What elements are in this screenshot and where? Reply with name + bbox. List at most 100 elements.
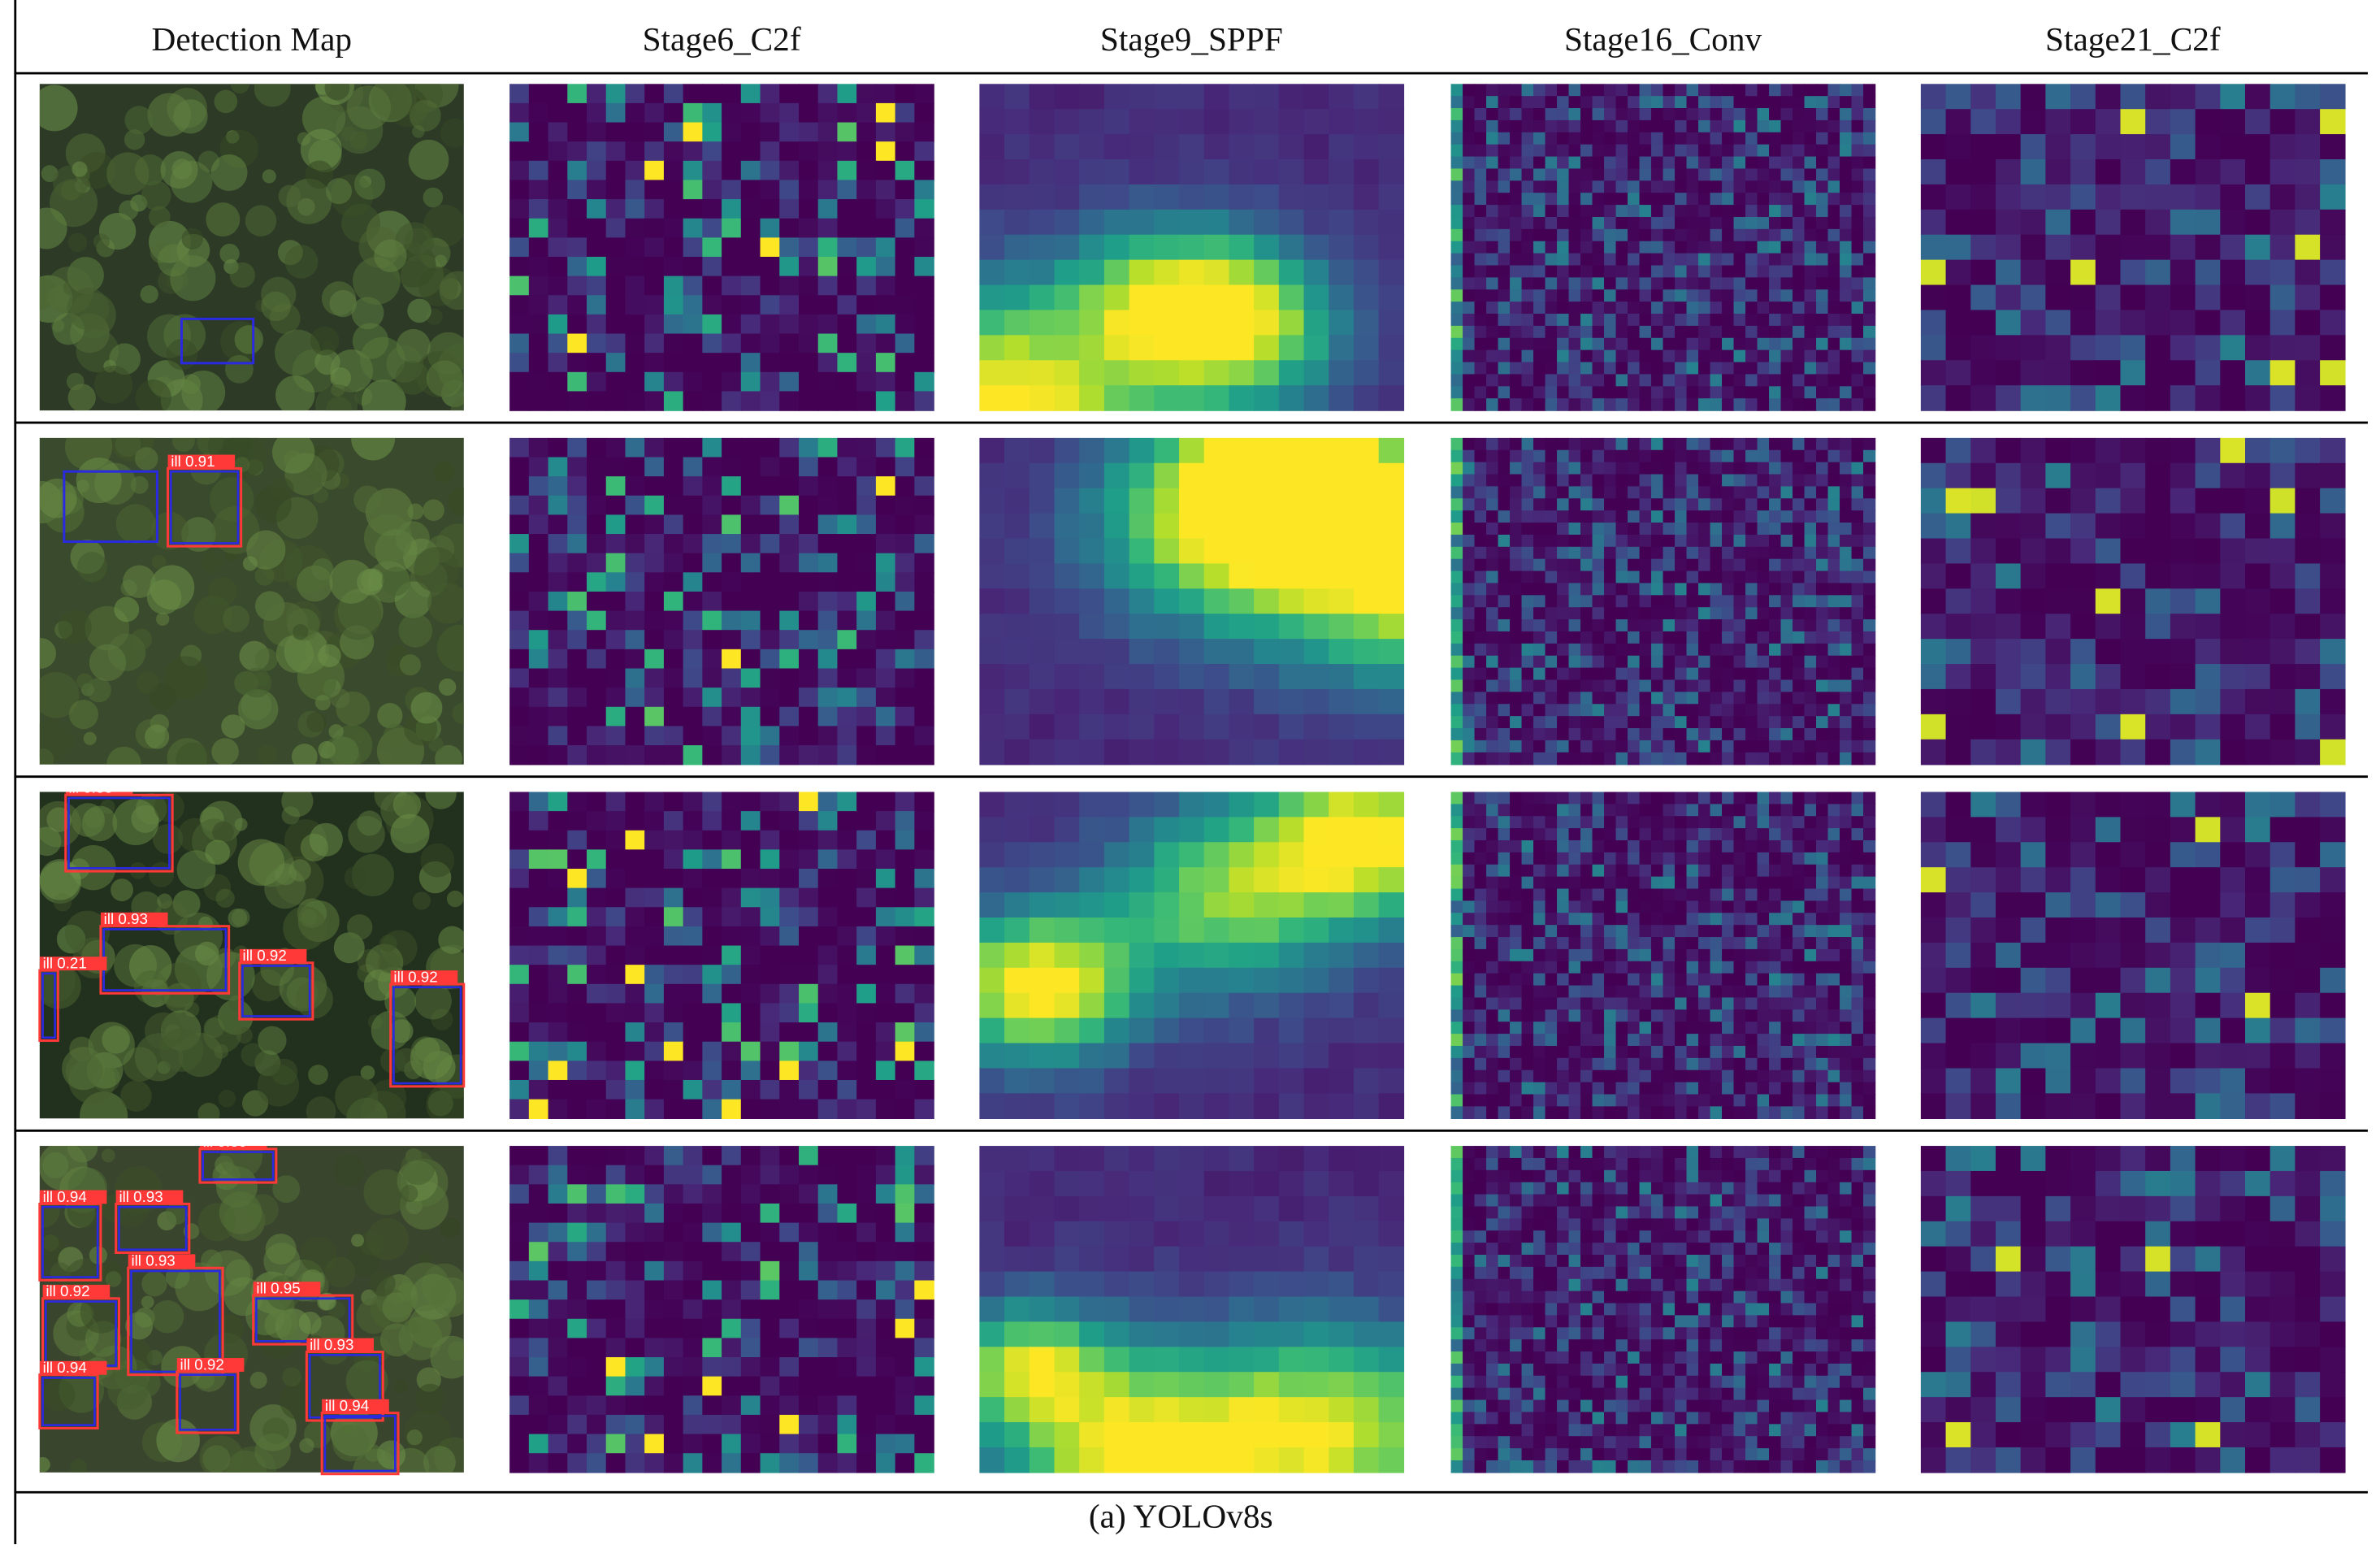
feature-cell [1054,892,1080,918]
feature-cell [1521,205,1534,218]
tree-crown [39,207,67,249]
feature-cell [1722,349,1735,363]
feature-cell [663,830,684,851]
feature-cell [1303,614,1329,640]
feature-cell [1628,119,1641,133]
feature-cell [1733,168,1746,182]
feature-cell [817,160,839,181]
feature-cell [1604,679,1617,693]
feature-cell [1029,158,1056,185]
feature-cell [1745,265,1758,279]
feature-cell [1920,739,1947,766]
feature-cell [895,965,916,985]
feature-cell [1229,234,1255,261]
feature-cell [1154,184,1180,210]
feature-cell [1498,546,1511,560]
feature-cell [1757,449,1770,463]
feature-cell [1816,828,1829,841]
feature-cell [2095,563,2122,590]
feature-cell [1816,205,1829,218]
feature-cell [1769,828,1782,841]
feature-cell [587,199,607,219]
feature-cell [1450,374,1463,388]
feature-cell [1103,134,1130,160]
feature-cell [1533,643,1546,657]
feature-cell [1840,156,1853,170]
feature-cell [1592,437,1605,451]
feature-cell [1733,839,1746,853]
feature-cell [1004,842,1030,868]
feature-cell [2070,688,2096,715]
feature-cell [2095,739,2122,766]
feature-cell [1353,588,1380,614]
tree-crown [335,1075,379,1119]
feature-cell [1757,792,1770,805]
feature-cell [2295,614,2321,640]
feature-cell [1722,180,1735,193]
feature-cell [1816,740,1829,753]
feature-cell [1639,362,1652,375]
feature-cell [1450,570,1463,584]
feature-cell [1079,639,1105,665]
feature-cell [740,745,761,766]
feature-cell [1533,314,1546,327]
feature-cell [1568,277,1581,291]
feature-cell [1510,108,1523,121]
feature-cell [779,391,800,411]
feature-cell [2269,234,2296,261]
feature-cell [2095,234,2122,261]
feature-cell [1604,168,1617,182]
feature-cell [798,514,819,535]
feature-cell [1029,462,1056,489]
tree-crown [214,89,238,114]
feature-cell [779,457,800,477]
feature-cell [1780,205,1793,218]
feature-cell [1970,688,1996,715]
feature-cell [587,295,607,315]
feature-cell [1580,486,1593,500]
feature-cell [1675,655,1688,669]
feature-cell [702,649,722,670]
feature-cell [1651,546,1664,560]
feature-cell [1639,96,1652,109]
feature-cell [875,84,896,104]
feature-cell [548,218,569,239]
feature-cell [1329,259,1355,286]
feature-cell [1510,583,1523,596]
feature-cell [528,180,549,200]
feature-cell [1568,619,1581,632]
feature-cell [1663,619,1676,632]
feature-cell [1995,259,2022,286]
feature-cell [1920,688,1947,715]
feature-cell [1203,817,1230,844]
feature-cell [1592,156,1605,170]
feature-cell [722,792,742,812]
feature-cell [2020,335,2047,362]
feature-cell [567,495,587,516]
feature-cell [1029,513,1056,540]
feature-cell [2120,184,2146,210]
feature-cell [1615,752,1628,766]
feature-cell [2295,234,2321,261]
feature-cell [644,333,665,354]
feature-cell [1533,740,1546,753]
feature-cell [2245,84,2271,110]
feature-cell [1129,1043,1155,1069]
feature-cell [1604,643,1617,657]
feature-cell [1698,692,1711,705]
feature-cell [1733,228,1746,242]
feature-cell [1353,1043,1380,1069]
feature-cell [1628,349,1641,363]
feature-cell [1733,804,1746,817]
feature-cell [1154,588,1180,614]
feature-cell [1103,437,1130,464]
feature-cell [1863,839,1876,853]
feature-cell [605,122,626,142]
feature-cell [1675,839,1688,853]
feature-cell [1129,992,1155,1019]
feature-cell [1203,1017,1230,1044]
feature-cell [1945,84,1972,110]
feature-cell [2145,209,2171,236]
feature-cell [528,371,549,393]
feature-cell [837,84,857,104]
